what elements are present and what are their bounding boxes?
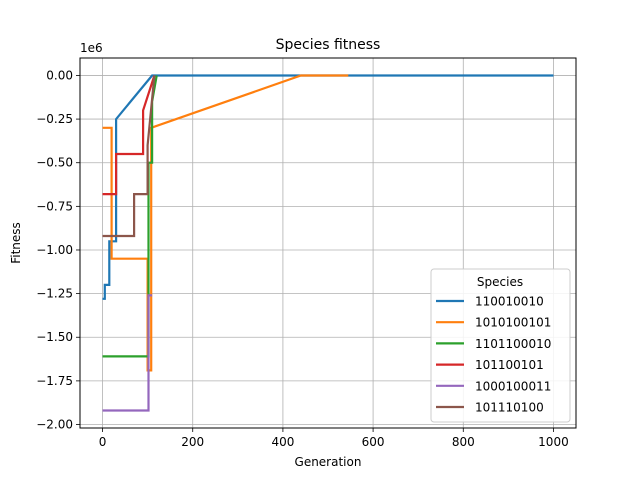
- y-tick-label: −1.00: [36, 243, 73, 257]
- legend-label: 1000100011: [475, 379, 551, 393]
- y-tick-label: −2.00: [36, 418, 73, 432]
- series-line: [102, 75, 156, 238]
- plot-frame: [79, 57, 577, 429]
- x-tick-label: 1000: [538, 435, 569, 449]
- legend-label: 101110100: [475, 401, 544, 415]
- grid-lines: [80, 58, 576, 428]
- y-tick-label: −0.75: [36, 199, 73, 213]
- x-tick-label: 0: [99, 435, 107, 449]
- series-line: [102, 75, 156, 196]
- y-axis-label: Fitness: [9, 222, 23, 264]
- series-line: [102, 74, 554, 300]
- chart-title: Species fitness: [276, 37, 381, 53]
- legend-label: 110010010: [475, 295, 544, 309]
- legend-box: [430, 268, 571, 423]
- y-tick-label: −1.75: [36, 374, 73, 388]
- x-tick-label: 400: [271, 435, 294, 449]
- x-tick-label: 600: [362, 435, 385, 449]
- legend-items: 110010010 1010100101 1101100010 101100101 10…: [436, 295, 551, 415]
- x-tick-label: 800: [452, 435, 475, 449]
- y-tick-label: −1.50: [36, 330, 73, 344]
- y-tick-label: −1.25: [36, 287, 73, 301]
- axis-ticks: 0 200 400 600 800 1000 0.00 −0.25 −0.50 −0.75 −1.0…: [36, 68, 569, 449]
- legend: Species 110010010 1010100101 1101100010 101…: [430, 268, 571, 423]
- y-tick-label: −0.25: [36, 112, 73, 126]
- legend-label: 1010100101: [475, 316, 551, 330]
- y-tick-label: −0.50: [36, 156, 73, 170]
- legend-title: Species: [477, 275, 523, 289]
- series-line: [102, 294, 153, 412]
- legend-label: 101100101: [475, 358, 544, 372]
- x-axis-label: Generation: [295, 455, 362, 469]
- legend-label: 1101100010: [475, 337, 551, 351]
- series-lines: [102, 74, 554, 412]
- y-tick-label: 0.00: [46, 68, 73, 82]
- x-tick-label: 200: [181, 435, 204, 449]
- y-axis-scale-label: 1e6: [80, 41, 103, 55]
